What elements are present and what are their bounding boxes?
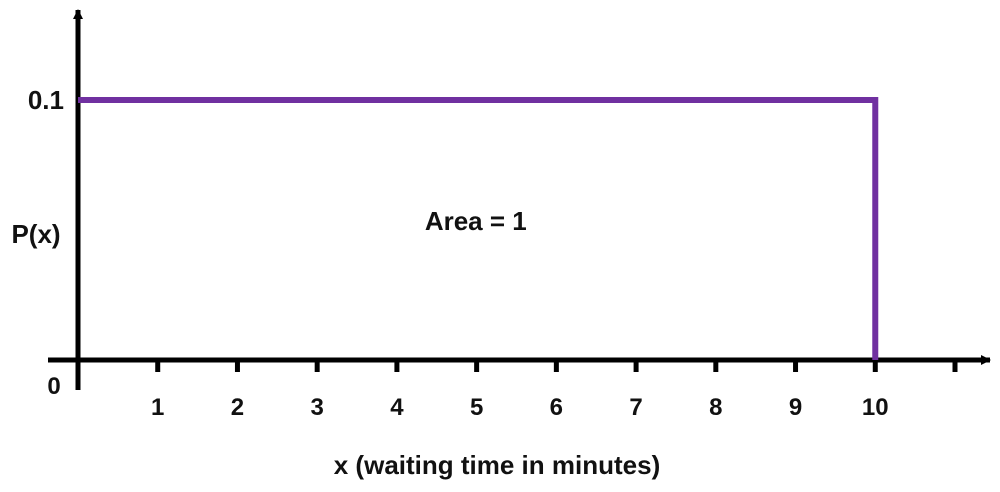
area-annotation: Area = 1 bbox=[425, 206, 527, 236]
y-tick-label: 0.1 bbox=[28, 85, 64, 115]
y-axis-label: P(x) bbox=[11, 219, 60, 249]
x-tick-label: 6 bbox=[550, 394, 563, 421]
x-tick-label: 7 bbox=[629, 394, 642, 421]
x-tick-label: 9 bbox=[789, 394, 802, 421]
origin-label: 0 bbox=[47, 373, 60, 400]
x-axis-label: x (waiting time in minutes) bbox=[334, 450, 660, 480]
x-tick-label: 4 bbox=[390, 394, 404, 421]
x-tick-label: 10 bbox=[862, 394, 889, 421]
x-tick-label: 3 bbox=[311, 394, 324, 421]
x-tick-label: 2 bbox=[231, 394, 244, 421]
x-tick-label: 5 bbox=[470, 394, 483, 421]
x-tick-label: 1 bbox=[151, 394, 164, 421]
x-tick-label: 8 bbox=[709, 394, 722, 421]
